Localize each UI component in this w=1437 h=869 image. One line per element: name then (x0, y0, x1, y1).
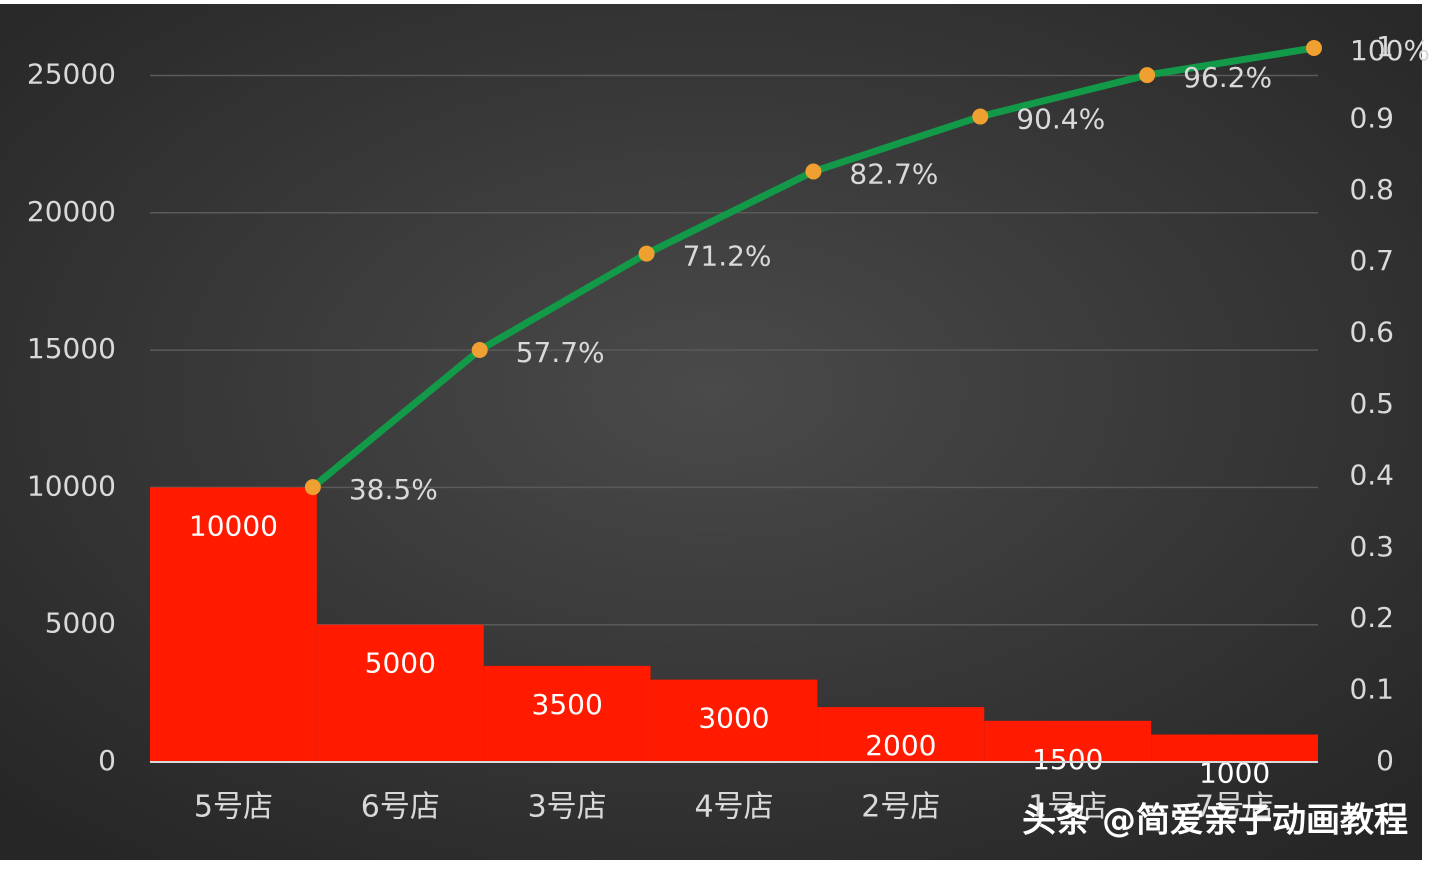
bar (483, 665, 651, 762)
y2-tick-label: 0.8 (1349, 173, 1394, 206)
line-marker (1306, 40, 1322, 56)
bar (1151, 734, 1318, 762)
line-marker (1139, 67, 1156, 84)
y2-tick-label: 0 (1376, 744, 1394, 777)
y2-tick-label: 0.1 (1349, 673, 1394, 706)
bar-value-label: 2000 (865, 729, 936, 762)
line-value-label: 71.2% (683, 240, 772, 273)
y2-tick-label: 0.5 (1349, 387, 1394, 420)
x-tick-label: 1号店 (1028, 790, 1107, 825)
y-tick-label: 10000 (27, 469, 116, 502)
bar (150, 487, 317, 762)
line-value-label: 100% (1350, 34, 1430, 67)
y2-tick-label: 0.2 (1349, 601, 1394, 634)
y-tick-label: 25000 (27, 57, 116, 90)
line-value-label: 90.4% (1016, 103, 1105, 136)
line-marker (638, 245, 655, 262)
y-tick-label: 20000 (27, 195, 116, 228)
bar-value-label: 10000 (189, 509, 278, 542)
line-value-label: 96.2% (1183, 61, 1272, 94)
y2-tick-label: 0.6 (1349, 316, 1394, 349)
x-tick-label: 7号店 (1195, 790, 1274, 825)
bar (984, 720, 1152, 762)
bar (316, 624, 484, 762)
x-tick-label: 4号店 (694, 790, 773, 825)
x-tick-label: 2号店 (861, 790, 940, 825)
x-tick-label: 3号店 (528, 790, 607, 825)
line-marker (304, 479, 321, 496)
y2-tick-label: 0.9 (1349, 101, 1394, 134)
line-value-label: 82.7% (849, 158, 938, 191)
y2-tick-label: 1 (1376, 30, 1394, 63)
line-marker (972, 108, 989, 125)
line-marker (805, 163, 822, 180)
line-value-label: 38.5% (349, 473, 438, 506)
bar-value-label: 1500 (1032, 743, 1103, 776)
bar-value-label: 3500 (532, 688, 603, 721)
x-tick-label: 6号店 (361, 790, 440, 825)
bar (650, 679, 818, 762)
y-tick-label: 0 (98, 744, 116, 777)
bar-value-label: 5000 (365, 647, 436, 680)
bar-value-label: 3000 (698, 702, 769, 735)
line-value-label: 57.7% (516, 336, 605, 369)
y2-tick-label: 0.3 (1349, 530, 1394, 563)
watermark: 头条 @简爱亲子动画教程 (1022, 801, 1408, 841)
line-marker (471, 342, 488, 359)
y-tick-label: 5000 (45, 607, 116, 640)
y-tick-label: 15000 (27, 332, 116, 365)
y2-tick-label: 0.7 (1349, 244, 1394, 277)
bar (817, 707, 985, 762)
x-tick-label: 5号店 (194, 790, 273, 825)
y2-tick-label: 0.4 (1349, 458, 1394, 491)
